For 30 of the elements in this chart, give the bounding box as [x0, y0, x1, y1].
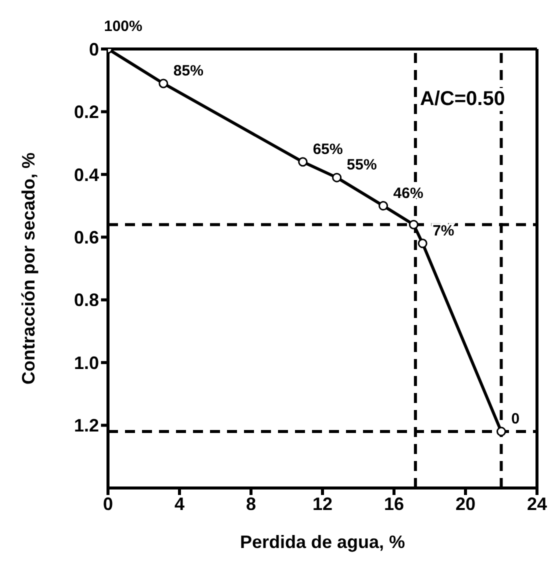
annotation: 65% — [312, 140, 343, 158]
x-tick-label: 16 — [384, 494, 404, 514]
y-tick-label: 0.2 — [74, 102, 99, 122]
y-tick-label: 1.0 — [74, 352, 99, 373]
y-tick-label: 0.8 — [74, 290, 99, 310]
annotation: 55% — [346, 156, 377, 174]
annotation: 100% — [104, 18, 142, 35]
x-tick-label: 8 — [246, 494, 256, 514]
x-tick-label: 24 — [526, 494, 548, 514]
point — [332, 172, 342, 182]
point — [158, 78, 168, 88]
y-axis-title: Contracción por secado, % — [18, 152, 38, 385]
x-axis-title: Perdida de agua, % — [240, 532, 406, 552]
y-tick-label: 0.4 — [74, 164, 99, 185]
y-tick-label: 1.2 — [74, 416, 99, 436]
y-tick-label: 0.6 — [74, 228, 99, 248]
x-tick-label: 20 — [455, 494, 476, 514]
y-tick-label: 0 — [88, 39, 99, 60]
annotation: A/C=0.50 — [416, 88, 508, 111]
x-tick-label: 0 — [102, 494, 114, 514]
annotation: 85% — [173, 62, 204, 80]
point — [418, 238, 428, 248]
annotation: 7% — [432, 222, 454, 240]
x-tick-label: 4 — [174, 494, 185, 514]
point — [298, 157, 308, 167]
point — [378, 201, 388, 211]
point — [496, 426, 506, 436]
annotation: 0 — [511, 410, 520, 428]
point — [408, 220, 418, 230]
x-tick-label: 12 — [312, 494, 333, 514]
